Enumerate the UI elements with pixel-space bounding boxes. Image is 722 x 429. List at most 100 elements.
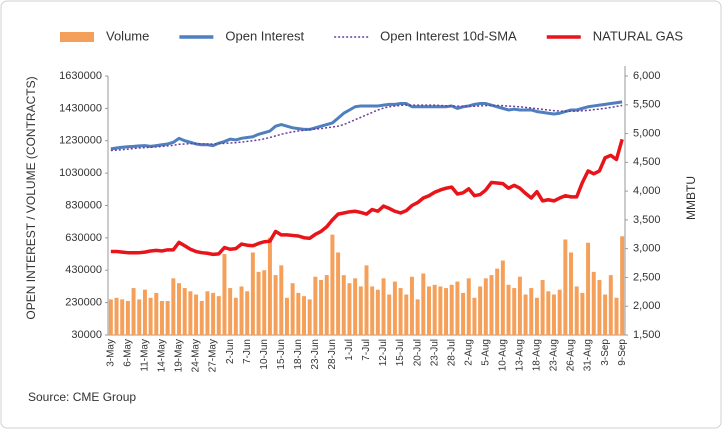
- bar: [444, 288, 449, 335]
- bar: [603, 294, 608, 335]
- bar: [438, 286, 443, 335]
- bar: [534, 297, 539, 335]
- bar: [574, 286, 579, 335]
- bar: [279, 265, 284, 335]
- legend-swatch: [60, 32, 94, 42]
- bar: [353, 278, 358, 335]
- bar: [330, 234, 335, 335]
- bar: [182, 288, 187, 335]
- bar: [375, 289, 380, 335]
- x-tick-label: 14-May: [157, 339, 168, 372]
- y2-tick-label: 5,500: [633, 99, 661, 111]
- x-tick-label: 20-Jul: [412, 339, 423, 366]
- bar: [608, 275, 613, 335]
- x-tick-label: 7-Jun: [242, 339, 253, 364]
- bar: [529, 288, 534, 335]
- y2-tick-label: 3,500: [633, 214, 661, 226]
- bar: [404, 294, 409, 335]
- bar: [563, 239, 568, 335]
- y2-tick-label: 4,500: [633, 156, 661, 168]
- y-tick-label: 630000: [65, 232, 102, 244]
- x-tick-label: 31-Aug: [583, 339, 594, 371]
- bar: [171, 278, 176, 335]
- bar: [250, 252, 255, 335]
- bar: [597, 279, 602, 335]
- x-tick-label: 18-Aug: [532, 339, 543, 371]
- y-tick-label: 1030000: [59, 167, 102, 179]
- bar: [245, 291, 250, 335]
- x-tick-label: 28-Jun: [327, 339, 338, 370]
- bar: [165, 301, 170, 335]
- bar: [523, 294, 528, 335]
- bar: [222, 254, 227, 335]
- bar: [358, 286, 363, 335]
- y-tick-label: 1630000: [59, 70, 102, 82]
- bar: [131, 288, 136, 335]
- bar: [466, 278, 471, 335]
- bar: [307, 299, 312, 335]
- bar: [159, 301, 164, 335]
- bar: [580, 292, 585, 335]
- x-tick-label: 13-Aug: [515, 339, 526, 371]
- legend-label: Volume: [106, 28, 149, 43]
- bar: [228, 288, 233, 335]
- bar: [341, 275, 346, 335]
- bar: [483, 278, 488, 335]
- bar: [557, 289, 562, 335]
- x-tick-label: 15-Jun: [276, 339, 287, 370]
- bar: [108, 299, 113, 335]
- bar: [148, 297, 153, 335]
- bar: [177, 283, 182, 335]
- bar: [546, 291, 551, 335]
- x-tick-label: 28-Jul: [446, 339, 457, 366]
- bar: [347, 283, 352, 335]
- y-axis-title: OPEN INTEREST / VOLUME (CONTRACTS): [24, 76, 38, 319]
- bar: [256, 271, 261, 335]
- x-tick-label: 1-Jul: [344, 339, 355, 361]
- x-tick-label: 2-Aug: [463, 339, 474, 366]
- bar: [455, 281, 460, 335]
- y2-tick-label: 4,000: [633, 185, 661, 197]
- bar: [392, 281, 397, 335]
- y2-tick-label: 1,500: [633, 329, 661, 341]
- bar: [114, 297, 119, 335]
- x-tick-label: 18-Jun: [293, 339, 304, 370]
- x-tick-label: 9-Sep: [617, 339, 628, 366]
- x-tick-label: 10-Jun: [259, 339, 270, 370]
- bar: [137, 299, 142, 335]
- bar: [432, 284, 437, 335]
- bar: [398, 288, 403, 335]
- y2-tick-label: 6,000: [633, 70, 661, 82]
- x-tick-label: 27-May: [208, 339, 219, 372]
- bar: [427, 286, 431, 335]
- bar: [489, 275, 494, 335]
- bar: [415, 299, 420, 335]
- bar: [409, 276, 414, 335]
- bar: [381, 278, 386, 335]
- bar: [205, 291, 210, 335]
- x-tick-label: 11-May: [140, 339, 151, 372]
- bar: [125, 301, 130, 335]
- x-tick-label: 23-Jun: [310, 339, 321, 370]
- bar: [142, 289, 147, 335]
- x-tick-label: 12-Jul: [378, 339, 389, 366]
- bar: [233, 297, 238, 335]
- bar: [120, 299, 125, 335]
- legend-label: NATURAL GAS: [593, 28, 684, 43]
- bar: [478, 286, 483, 335]
- bar: [296, 292, 301, 335]
- x-tick-label: 10-Aug: [497, 339, 508, 371]
- y-tick-label: 1430000: [59, 102, 102, 114]
- source: Source: CME Group: [28, 390, 136, 404]
- bar: [461, 292, 466, 335]
- y-tick-label: 430000: [65, 264, 102, 276]
- bar: [449, 284, 454, 335]
- bar: [194, 294, 199, 335]
- line: [110, 104, 623, 152]
- line: [110, 138, 624, 257]
- x-tick-label: 3-Sep: [600, 339, 611, 366]
- bar: [154, 292, 159, 335]
- y-tick-label: 830000: [65, 199, 102, 211]
- y2-tick-label: 3,000: [633, 243, 661, 255]
